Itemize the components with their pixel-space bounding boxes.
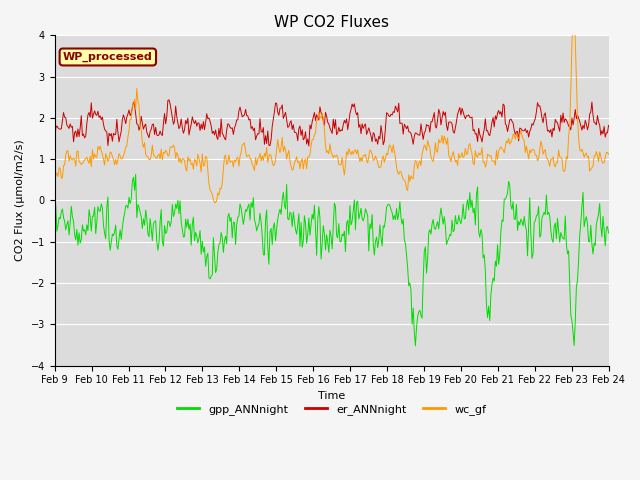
er_ANNnight <box>353 112 360 118</box>
gpp_ANNnight <box>412 343 419 348</box>
Line: gpp_ANNnight: gpp_ANNnight <box>54 174 609 346</box>
er_ANNnight <box>605 122 612 128</box>
gpp_ANNnight <box>605 230 612 236</box>
gpp_ANNnight <box>315 204 323 210</box>
er_ANNnight <box>305 143 313 149</box>
wc_gf <box>318 110 326 116</box>
wc_gf <box>351 147 359 153</box>
gpp_ANNnight <box>318 240 326 246</box>
wc_gf <box>506 141 514 147</box>
wc_gf <box>605 152 612 157</box>
Line: er_ANNnight: er_ANNnight <box>54 100 609 146</box>
wc_gf <box>51 167 58 173</box>
gpp_ANNnight <box>351 227 359 233</box>
Text: WP_processed: WP_processed <box>63 52 153 62</box>
Line: wc_gf: wc_gf <box>54 12 609 203</box>
er_ANNnight <box>319 118 327 124</box>
wc_gf <box>594 153 602 158</box>
X-axis label: Time: Time <box>318 391 345 401</box>
er_ANNnight <box>594 113 602 119</box>
gpp_ANNnight <box>51 194 58 200</box>
Title: WP CO2 Fluxes: WP CO2 Fluxes <box>274 15 389 30</box>
gpp_ANNnight <box>507 203 515 208</box>
er_ANNnight <box>316 104 324 110</box>
wc_gf <box>570 9 578 14</box>
er_ANNnight <box>507 116 515 122</box>
Legend: gpp_ANNnight, er_ANNnight, wc_gf: gpp_ANNnight, er_ANNnight, wc_gf <box>173 400 491 420</box>
wc_gf <box>381 155 389 161</box>
gpp_ANNnight <box>132 171 140 177</box>
er_ANNnight <box>165 97 173 103</box>
er_ANNnight <box>383 110 390 116</box>
Y-axis label: CO2 Flux (μmol/m2/s): CO2 Flux (μmol/m2/s) <box>15 140 25 261</box>
er_ANNnight <box>51 142 58 148</box>
wc_gf <box>315 109 323 115</box>
gpp_ANNnight <box>594 216 602 222</box>
wc_gf <box>211 200 218 206</box>
gpp_ANNnight <box>381 216 389 222</box>
